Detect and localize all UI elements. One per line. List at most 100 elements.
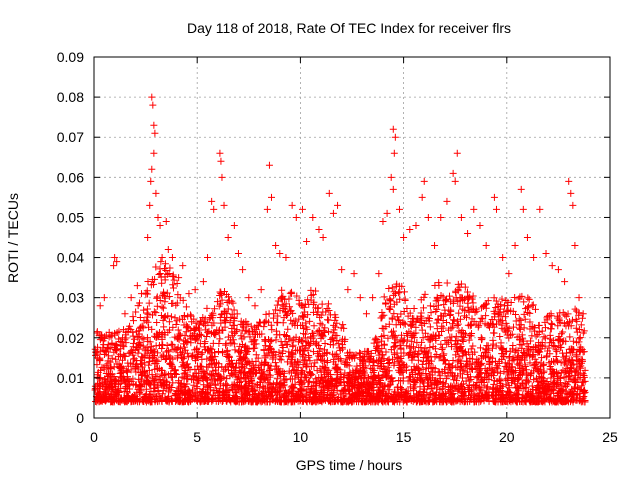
data-point (158, 367, 166, 375)
data-point (301, 347, 309, 355)
data-point (183, 349, 191, 357)
data-point (145, 323, 153, 331)
data-point (504, 301, 512, 309)
data-point (496, 376, 504, 384)
data-point (356, 294, 364, 302)
data-point (284, 310, 292, 318)
data-point (204, 395, 212, 403)
data-point (436, 374, 444, 382)
data-point (192, 319, 200, 327)
data-point (569, 337, 577, 345)
data-point (321, 395, 329, 403)
data-point (159, 341, 167, 349)
data-point (535, 397, 543, 405)
data-point (356, 370, 364, 378)
data-point (206, 354, 214, 362)
data-point (137, 370, 145, 378)
data-point (329, 398, 337, 406)
data-point (215, 360, 223, 368)
data-point (251, 302, 259, 310)
data-point (395, 205, 403, 213)
data-point (395, 289, 403, 297)
data-point (163, 348, 171, 356)
data-point (172, 346, 180, 354)
data-point (237, 368, 245, 376)
data-point (367, 364, 375, 372)
data-point (160, 264, 168, 272)
data-point (379, 217, 387, 225)
data-point (129, 339, 137, 347)
data-point (317, 368, 325, 376)
data-point (537, 370, 545, 378)
data-point (488, 344, 496, 352)
data-point (579, 310, 587, 318)
y-tick-label: 0.01 (57, 370, 84, 386)
data-point (485, 376, 493, 384)
data-point (455, 353, 463, 361)
data-point (96, 302, 104, 310)
data-point (381, 371, 389, 379)
data-point (369, 356, 377, 364)
data-point (217, 157, 225, 165)
data-point (503, 397, 511, 405)
data-point (354, 379, 362, 387)
data-point (311, 389, 319, 397)
data-point (465, 308, 473, 316)
data-point (136, 339, 144, 347)
data-point (151, 387, 159, 395)
data-point (185, 386, 193, 394)
data-point (352, 351, 360, 359)
data-point (101, 385, 109, 393)
data-point (263, 351, 271, 359)
data-point (132, 362, 140, 370)
data-point (547, 365, 555, 373)
data-point (478, 335, 486, 343)
data-point (433, 319, 441, 327)
data-point (408, 354, 416, 362)
data-point (532, 386, 540, 394)
data-point (437, 312, 445, 320)
data-point (312, 375, 320, 383)
data-point (199, 393, 207, 401)
data-point (354, 389, 362, 397)
data-point (212, 386, 220, 394)
data-point (573, 396, 581, 404)
data-point (106, 358, 114, 366)
data-point (489, 388, 497, 396)
data-point (146, 338, 154, 346)
data-point (262, 310, 270, 318)
x-tick-label: 10 (293, 429, 309, 445)
data-point (279, 347, 287, 355)
data-point (561, 359, 569, 367)
data-point (268, 392, 276, 400)
data-point (464, 229, 472, 237)
data-point (287, 307, 295, 315)
data-point (534, 377, 542, 385)
data-point (150, 121, 158, 129)
data-point (306, 368, 314, 376)
data-point (272, 306, 280, 314)
data-point (203, 304, 211, 312)
data-point (545, 344, 553, 352)
data-point (434, 316, 442, 324)
data-point (286, 289, 294, 297)
data-point (436, 353, 444, 361)
data-point (197, 318, 205, 326)
data-point (218, 363, 226, 371)
data-point (326, 341, 334, 349)
data-point (307, 286, 315, 294)
data-point (555, 394, 563, 402)
data-point (142, 372, 150, 380)
data-point (156, 221, 164, 229)
data-point (562, 380, 570, 388)
data-point (577, 343, 585, 351)
data-point (435, 331, 443, 339)
data-point (498, 345, 506, 353)
data-point (94, 392, 102, 400)
data-point (188, 318, 196, 326)
data-point (279, 319, 287, 327)
data-point (193, 344, 201, 352)
data-point (216, 149, 224, 157)
data-point (508, 363, 516, 371)
data-point (150, 280, 158, 288)
